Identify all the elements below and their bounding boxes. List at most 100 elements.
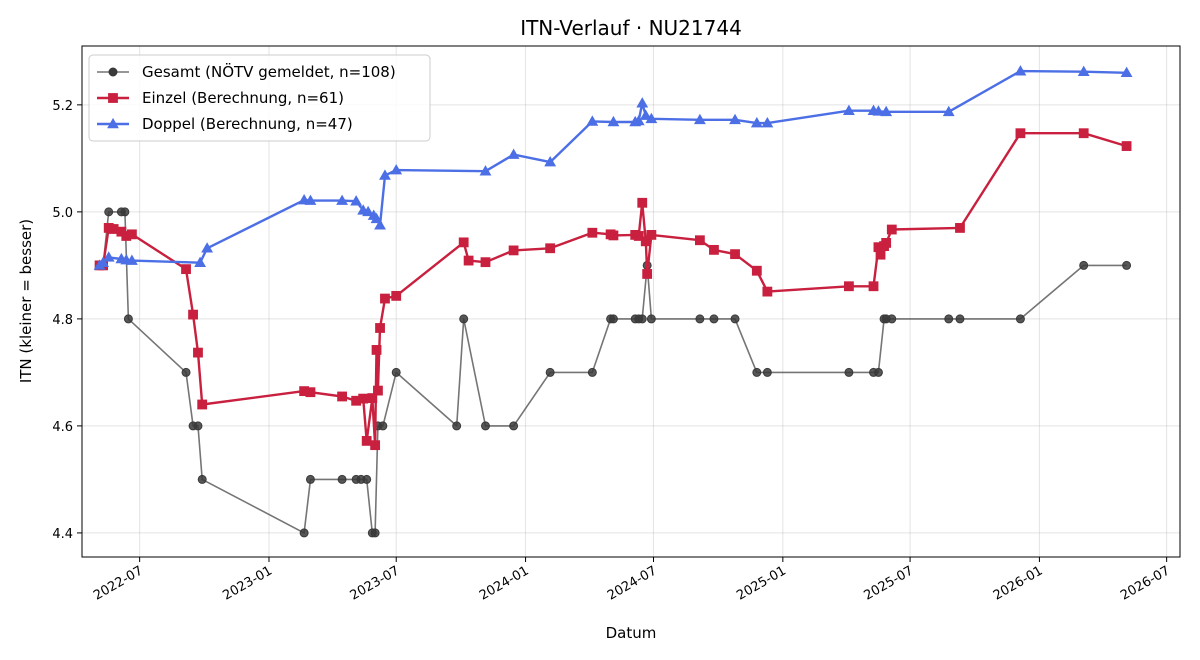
- x-tick-label: 2026-07: [1118, 563, 1173, 603]
- data-point-gesamt: [452, 421, 462, 431]
- data-point-doppel: [374, 219, 386, 230]
- data-point-doppel: [632, 114, 645, 126]
- data-point-gesamt: [305, 474, 315, 484]
- data-point-gesamt: [362, 474, 372, 484]
- data-point-einzel: [337, 391, 347, 402]
- y-tick-label: 4.8: [52, 313, 73, 328]
- legend: Gesamt (NÖTV gemeldet, n=108) Einzel (Ber…: [88, 54, 431, 142]
- series-layer: [93, 65, 1133, 538]
- data-point-gesamt: [193, 421, 203, 431]
- data-point-gesamt: [480, 421, 490, 431]
- data-point-doppel: [201, 242, 214, 253]
- data-point-einzel: [955, 223, 965, 233]
- data-point-gesamt: [646, 314, 656, 324]
- data-point-doppel: [1014, 65, 1027, 76]
- data-point-doppel: [370, 212, 383, 224]
- x-tick-label: 2022-07: [91, 563, 146, 603]
- data-point-gesamt: [181, 367, 191, 377]
- data-point-einzel: [1015, 128, 1026, 139]
- legend-label-gesamt: Gesamt (NÖTV gemeldet, n=108): [142, 62, 396, 81]
- data-point-doppel: [544, 156, 557, 167]
- series-gesamt: [95, 207, 1132, 538]
- data-point-einzel: [508, 245, 519, 256]
- legend-marker-gesamt: [108, 67, 118, 77]
- data-point-einzel: [587, 227, 598, 238]
- data-point-einzel: [881, 238, 892, 248]
- data-point-einzel: [463, 255, 474, 266]
- data-point-einzel: [694, 235, 705, 246]
- data-point-einzel: [608, 230, 619, 241]
- data-point-doppel: [479, 165, 492, 176]
- data-point-doppel: [507, 148, 520, 159]
- x-tick-label: 2023-07: [348, 563, 403, 603]
- grid-lines: [82, 46, 1180, 557]
- data-point-einzel: [391, 290, 402, 301]
- series-doppel: [93, 65, 1133, 270]
- y-axis-title: ITN (kleiner = besser): [17, 219, 35, 383]
- data-point-einzel: [646, 229, 657, 240]
- data-point-einzel: [193, 347, 203, 358]
- data-point-einzel: [751, 265, 762, 276]
- data-point-gesamt: [637, 314, 647, 324]
- data-point-einzel: [305, 387, 316, 398]
- x-tick-label: 2026-01: [991, 563, 1046, 603]
- data-point-einzel: [762, 286, 773, 297]
- series-line-gesamt: [99, 211, 1127, 534]
- data-point-einzel: [371, 345, 382, 355]
- data-point-doppel: [379, 169, 391, 180]
- data-point-doppel: [362, 205, 375, 217]
- data-point-gesamt: [944, 314, 954, 324]
- data-point-gesamt: [104, 207, 114, 217]
- data-point-gesamt: [1015, 314, 1025, 324]
- data-point-doppel: [842, 104, 855, 116]
- data-point-doppel: [872, 105, 885, 116]
- data-point-einzel: [868, 281, 879, 292]
- data-point-doppel: [880, 105, 893, 117]
- data-point-gesamt: [299, 528, 309, 538]
- chart-title: ITN-Verlauf · NU21744: [520, 16, 742, 40]
- data-point-doppel: [761, 116, 774, 128]
- legend-label-einzel: Einzel (Berechnung, n=61): [142, 89, 344, 107]
- data-point-einzel: [886, 224, 897, 235]
- data-point-einzel: [844, 281, 854, 292]
- data-point-einzel: [181, 264, 191, 275]
- data-point-gesamt: [197, 474, 207, 484]
- data-point-gesamt: [545, 367, 555, 377]
- data-point-einzel: [367, 393, 378, 403]
- data-point-einzel: [709, 244, 719, 255]
- x-tick-label: 2025-07: [862, 563, 917, 603]
- data-point-einzel: [458, 237, 469, 248]
- data-point-gesamt: [955, 314, 965, 324]
- series-einzel: [94, 128, 1132, 451]
- series-line-einzel: [99, 131, 1127, 447]
- data-point-doppel: [336, 194, 349, 205]
- data-point-doppel: [350, 195, 363, 206]
- data-point-einzel: [875, 249, 886, 260]
- data-point-doppel: [390, 164, 403, 175]
- data-point-doppel: [102, 251, 115, 262]
- data-point-doppel: [586, 115, 599, 126]
- data-point-einzel: [1121, 141, 1132, 151]
- data-point-gesamt: [459, 314, 469, 324]
- data-point-einzel: [373, 385, 383, 396]
- data-point-doppel: [636, 97, 649, 108]
- data-point-gesamt: [844, 367, 854, 377]
- data-point-gesamt: [1122, 260, 1132, 270]
- data-point-einzel: [640, 236, 651, 247]
- legend-marker-doppel: [107, 117, 119, 129]
- data-point-gesamt: [1079, 260, 1089, 270]
- data-point-gesamt: [509, 421, 519, 431]
- data-point-einzel: [370, 440, 381, 451]
- y-axis-ticks: 4.4 4.6 4.8 5.0 5.2: [52, 99, 82, 542]
- data-point-doppel: [607, 115, 620, 127]
- data-point-gesamt: [123, 314, 133, 324]
- data-point-einzel: [480, 257, 491, 268]
- data-point-einzel: [197, 399, 208, 410]
- data-point-einzel: [361, 435, 372, 446]
- data-point-einzel: [545, 243, 556, 254]
- x-tick-label: 2025-01: [734, 563, 789, 603]
- data-point-doppel: [942, 105, 955, 117]
- data-point-einzel: [637, 197, 648, 208]
- data-point-doppel: [645, 112, 658, 124]
